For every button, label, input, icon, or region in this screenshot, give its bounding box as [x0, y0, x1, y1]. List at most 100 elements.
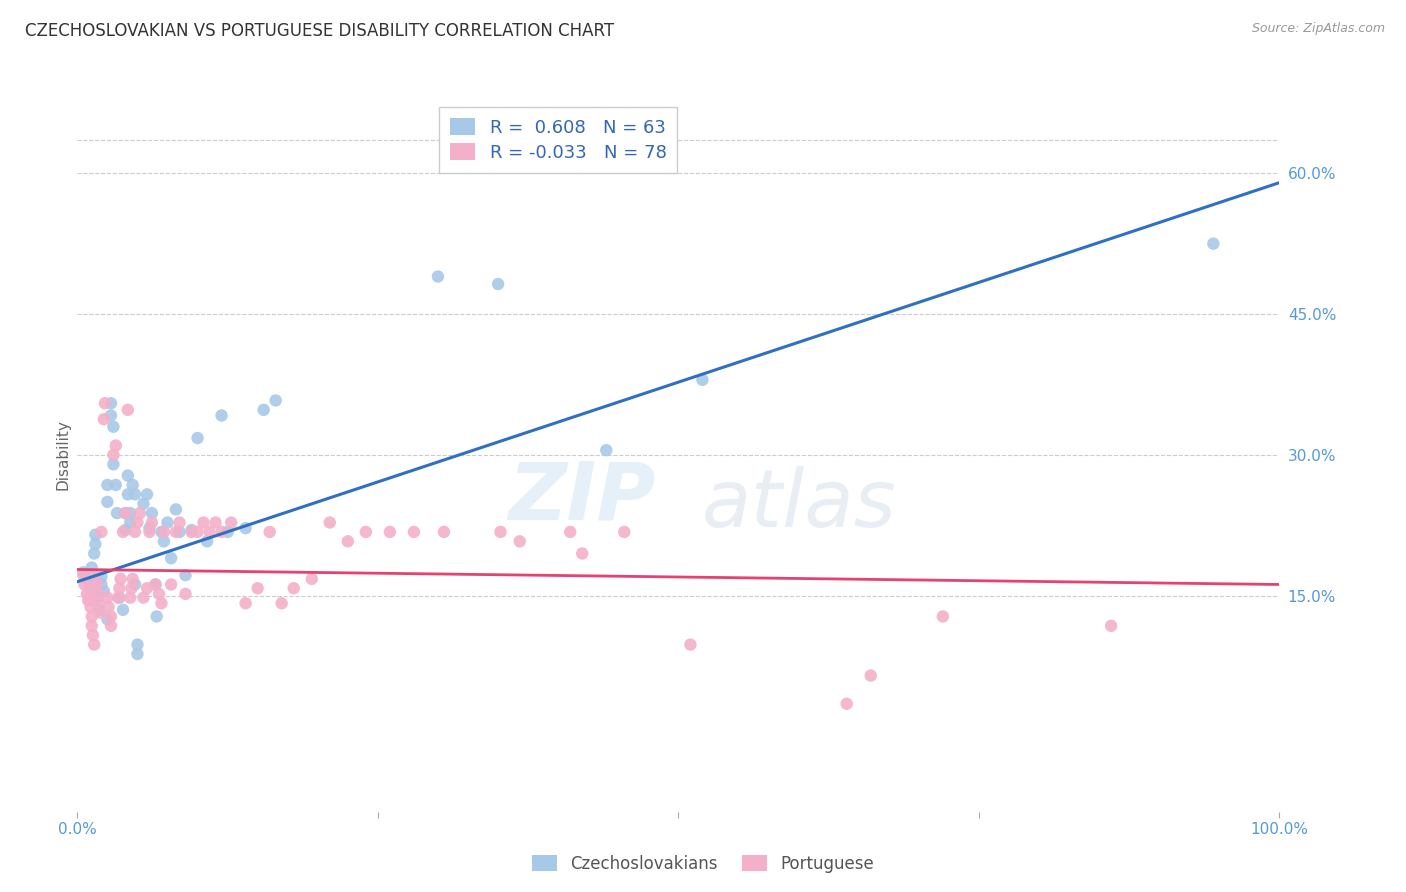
Point: [79, 591, 101, 605]
Point: [105, 506, 128, 520]
Text: ZIP: ZIP: [509, 458, 657, 537]
Point: [1202, 236, 1225, 251]
Point: [141, 506, 163, 520]
Point: [141, 516, 163, 530]
Point: [204, 516, 226, 530]
Point: [136, 487, 159, 501]
Point: [211, 409, 233, 423]
Point: [84, 568, 107, 582]
Point: [124, 577, 146, 591]
Point: [186, 524, 209, 539]
Y-axis label: Disability: Disability: [55, 419, 70, 491]
Point: [108, 581, 131, 595]
Point: [148, 587, 170, 601]
Point: [509, 534, 531, 549]
Point: [264, 393, 287, 408]
Point: [87, 603, 110, 617]
Point: [104, 438, 127, 452]
Point: [111, 524, 134, 539]
Legend: Czechoslovakians, Portuguese: Czechoslovakians, Portuguese: [524, 848, 882, 880]
Point: [354, 524, 377, 539]
Point: [180, 523, 202, 537]
Text: Source: ZipAtlas.com: Source: ZipAtlas.com: [1251, 22, 1385, 36]
Point: [72, 566, 94, 580]
Point: [136, 581, 159, 595]
Point: [253, 402, 276, 417]
Point: [77, 593, 100, 607]
Point: [160, 551, 183, 566]
Point: [132, 591, 155, 605]
Point: [235, 521, 257, 535]
Point: [270, 596, 292, 610]
Point: [84, 527, 107, 541]
Point: [283, 581, 305, 595]
Point: [87, 587, 110, 601]
Point: [103, 419, 125, 434]
Point: [93, 584, 115, 599]
Point: [114, 506, 136, 520]
Point: [82, 593, 104, 607]
Point: [174, 568, 197, 582]
Point: [145, 577, 167, 591]
Point: [595, 443, 617, 458]
Point: [108, 591, 131, 605]
Point: [169, 516, 191, 530]
Point: [127, 647, 149, 661]
Point: [132, 497, 155, 511]
Point: [73, 577, 96, 591]
Point: [103, 448, 125, 462]
Point: [560, 524, 582, 539]
Point: [79, 581, 101, 595]
Point: [96, 612, 118, 626]
Point: [186, 431, 209, 445]
Point: [211, 524, 233, 539]
Point: [111, 603, 134, 617]
Point: [835, 697, 858, 711]
Point: [169, 524, 191, 539]
Point: [1099, 619, 1122, 633]
Point: [107, 591, 129, 605]
Text: CZECHOSLOVAKIAN VS PORTUGUESE DISABILITY CORRELATION CHART: CZECHOSLOVAKIAN VS PORTUGUESE DISABILITY…: [25, 22, 614, 40]
Point: [90, 570, 112, 584]
Point: [94, 396, 117, 410]
Point: [195, 534, 218, 549]
Point: [80, 609, 103, 624]
Point: [613, 524, 636, 539]
Point: [100, 619, 122, 633]
Point: [120, 591, 142, 605]
Point: [93, 412, 115, 426]
Point: [121, 572, 143, 586]
Point: [120, 506, 142, 520]
Text: atlas: atlas: [702, 466, 896, 544]
Point: [96, 591, 118, 605]
Point: [180, 524, 202, 539]
Point: [104, 478, 127, 492]
Point: [932, 609, 955, 624]
Point: [336, 534, 359, 549]
Point: [198, 524, 221, 539]
Point: [127, 638, 149, 652]
Point: [120, 581, 142, 595]
Point: [165, 524, 187, 539]
Point: [153, 534, 176, 549]
Point: [138, 524, 160, 539]
Point: [153, 524, 176, 539]
Point: [193, 516, 215, 530]
Point: [80, 560, 103, 574]
Point: [679, 638, 702, 652]
Point: [145, 577, 167, 591]
Point: [90, 524, 112, 539]
Point: [96, 495, 118, 509]
Point: [427, 269, 450, 284]
Point: [100, 609, 122, 624]
Point: [235, 596, 257, 610]
Point: [84, 537, 107, 551]
Point: [259, 524, 281, 539]
Point: [145, 609, 167, 624]
Point: [86, 577, 108, 591]
Point: [433, 524, 456, 539]
Point: [86, 591, 108, 605]
Point: [79, 568, 101, 582]
Point: [103, 458, 125, 472]
Point: [692, 373, 714, 387]
